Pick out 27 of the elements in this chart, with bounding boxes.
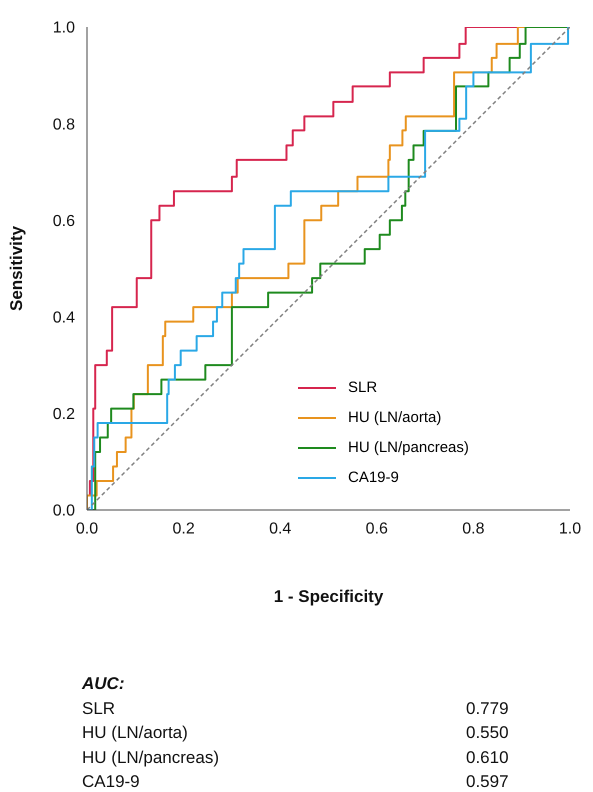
text: AUC:	[82, 673, 126, 695]
text: SLR	[82, 698, 116, 720]
y-tick-label: 0.0	[52, 502, 76, 520]
text: HU (LN/aorta)	[82, 722, 189, 744]
text: 0.550	[466, 722, 509, 744]
x-tick-label: 0.8	[462, 520, 485, 538]
legend-label: HU (LN/pancreas)	[348, 438, 469, 458]
text: CA19-9	[82, 771, 141, 792]
text: 0.597	[466, 771, 509, 792]
legend-label: CA19-9	[348, 468, 399, 488]
x-tick-label: 0.0	[76, 520, 98, 538]
y-tick-label: 1.0	[52, 20, 76, 37]
legend-label: SLR	[348, 378, 378, 398]
x-axis-title: 1 - Specificity	[274, 587, 384, 606]
text: 0.610	[466, 746, 509, 768]
y-tick-label: 0.8	[52, 116, 76, 134]
x-tick-label: 0.4	[269, 520, 292, 538]
x-tick-label: 0.2	[172, 520, 195, 538]
text: HU (LN/pancreas)	[82, 746, 220, 768]
x-tick-label: 1.0	[558, 520, 582, 538]
legend-label: HU (LN/aorta)	[348, 408, 442, 428]
text: 0.779	[466, 698, 509, 720]
x-tick-label: 0.6	[366, 520, 388, 538]
y-axis-title: Sensitivity	[7, 225, 26, 312]
y-tick-label: 0.2	[52, 406, 76, 424]
y-tick-label: 0.4	[52, 309, 76, 326]
y-tick-label: 0.6	[52, 212, 76, 230]
